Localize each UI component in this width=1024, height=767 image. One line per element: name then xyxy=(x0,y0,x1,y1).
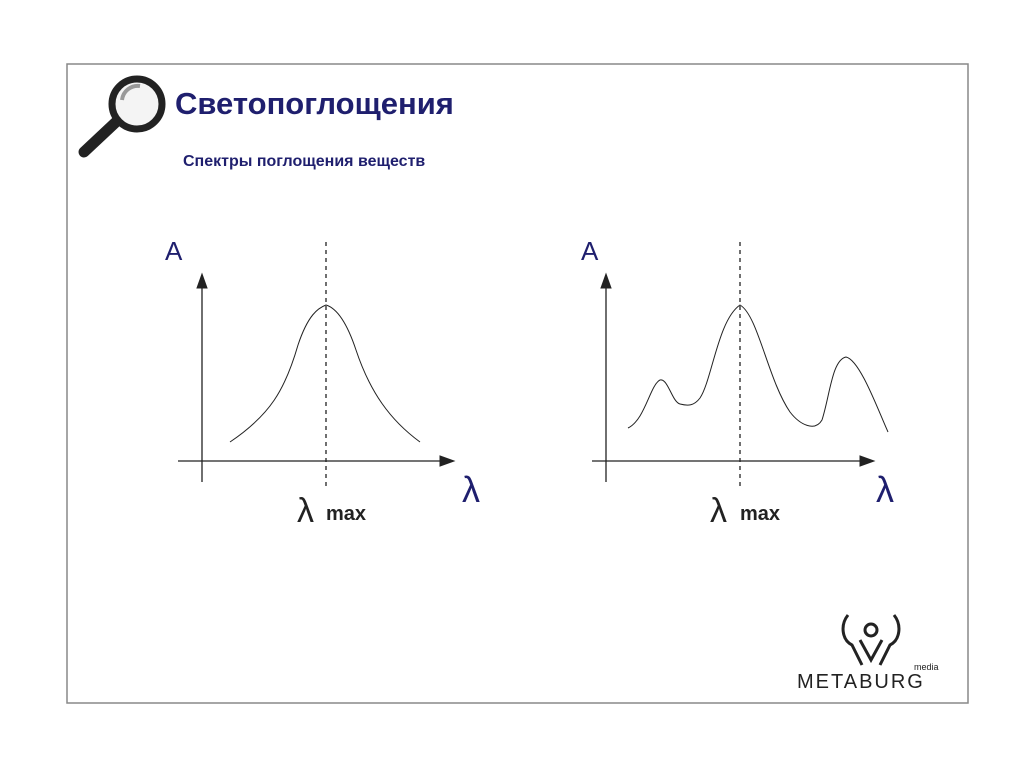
lambda-max-suffix: max xyxy=(326,503,366,525)
y-axis-label: A xyxy=(165,236,183,266)
logo: METABURG media xyxy=(797,614,939,693)
subtitle: Спектры поглощения веществ xyxy=(183,153,425,170)
logo-name: METABURG xyxy=(797,671,925,693)
x-axis-label: λ xyxy=(462,469,480,510)
lambda-max-symbol: λ xyxy=(710,492,727,530)
lambda-max-symbol: λ xyxy=(297,492,314,530)
x-axis-label: λ xyxy=(876,469,894,510)
y-axis-label: A xyxy=(581,236,599,266)
frame xyxy=(66,63,969,704)
diagram xyxy=(178,242,456,486)
diagram xyxy=(592,242,889,486)
logo-tag: media xyxy=(914,662,939,672)
title: Светопоглощения xyxy=(175,86,454,121)
magnifier-icon xyxy=(78,75,166,158)
lambda-max-suffix: max xyxy=(740,503,780,525)
